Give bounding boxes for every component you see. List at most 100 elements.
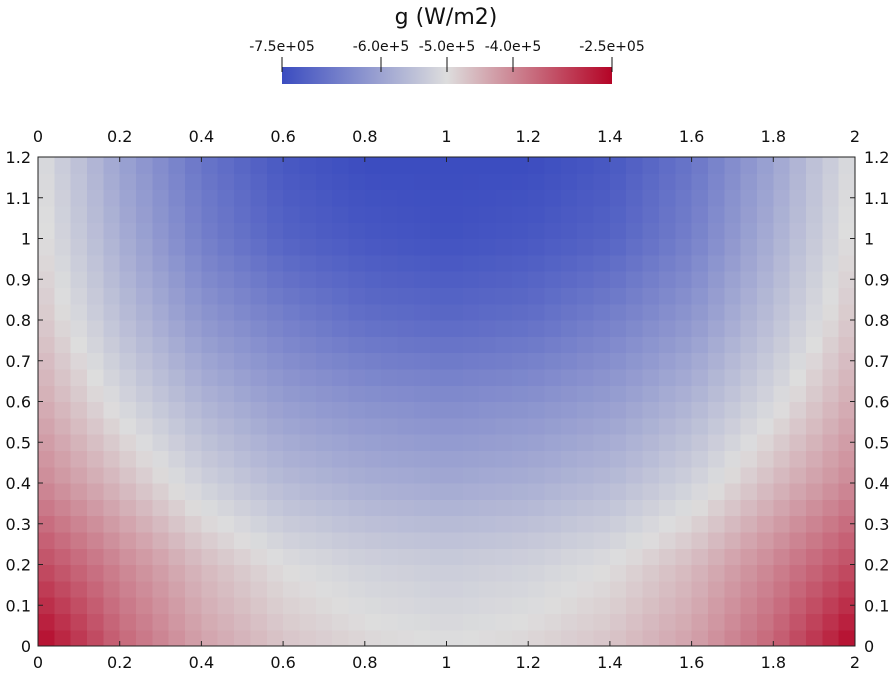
heatmap-cell — [54, 189, 72, 207]
heatmap-cell — [250, 401, 268, 419]
heatmap-cell — [756, 189, 774, 207]
heatmap-cell — [234, 205, 252, 223]
heatmap-cell — [446, 157, 464, 174]
heatmap-cell — [593, 189, 611, 207]
heatmap-cell — [315, 417, 333, 435]
heatmap-cell — [234, 417, 252, 435]
heatmap-cell — [805, 434, 823, 451]
heatmap-cell — [626, 303, 644, 321]
heatmap-cell — [560, 499, 578, 517]
heatmap-cell — [773, 434, 791, 451]
heatmap-cell — [560, 287, 578, 305]
heatmap-cell — [185, 417, 202, 435]
y-tick-label-right: 0.9 — [864, 270, 889, 289]
heatmap-cell — [381, 238, 399, 256]
heatmap-cell — [430, 157, 448, 174]
heatmap-cell — [332, 173, 350, 191]
heatmap-cell — [266, 287, 284, 305]
heatmap-cell — [560, 531, 578, 549]
heatmap-cell — [528, 548, 546, 566]
heatmap-cell — [364, 287, 382, 305]
heatmap-cell — [299, 189, 317, 207]
heatmap-cell — [593, 385, 611, 403]
heatmap-cell — [103, 483, 121, 500]
heatmap-cell — [283, 499, 301, 517]
heatmap-cell — [707, 450, 725, 468]
heatmap-cell — [348, 417, 366, 435]
heatmap-cell — [707, 499, 725, 517]
heatmap-cell — [87, 466, 104, 484]
heatmap-cell — [822, 336, 840, 354]
heatmap-cell — [789, 157, 807, 174]
heatmap-cell — [364, 189, 382, 207]
heatmap-cell — [430, 417, 448, 435]
heatmap-cell — [642, 173, 660, 191]
heatmap-cell — [789, 205, 807, 223]
heatmap-cell — [609, 580, 627, 598]
heatmap-cell — [54, 287, 72, 305]
heatmap-cell — [560, 238, 578, 256]
heatmap-cell — [38, 466, 55, 484]
heatmap-cell — [822, 629, 840, 647]
heatmap-cell — [528, 352, 546, 370]
heatmap-cell — [511, 189, 529, 207]
heatmap-cell — [364, 271, 382, 288]
heatmap-cell — [724, 222, 742, 240]
heatmap-cell — [560, 205, 578, 223]
heatmap-cell — [413, 548, 431, 566]
heatmap-cell — [332, 597, 350, 614]
heatmap-cell — [152, 629, 170, 647]
heatmap-cell — [789, 173, 807, 191]
heatmap-cell — [544, 580, 562, 598]
heatmap-cell — [544, 271, 562, 288]
heatmap-cell — [168, 613, 186, 631]
heatmap-cell — [119, 548, 137, 566]
heatmap-cell — [234, 629, 252, 647]
heatmap-cell — [822, 205, 840, 223]
heatmap-cell — [822, 385, 840, 403]
heatmap-cell — [626, 336, 644, 354]
heatmap-cell — [315, 189, 333, 207]
heatmap-cell — [691, 548, 709, 566]
heatmap-cell — [70, 564, 88, 582]
heatmap-cell — [348, 597, 366, 614]
heatmap-cell — [658, 450, 676, 468]
heatmap-cell — [397, 271, 415, 288]
heatmap-cell — [168, 629, 186, 647]
heatmap-cell — [560, 401, 578, 419]
heatmap-cell — [54, 368, 72, 386]
heatmap-cell — [250, 287, 268, 305]
heatmap-cell — [789, 499, 807, 517]
heatmap-cell — [805, 254, 823, 272]
x-tick-label-bottom: 0.6 — [270, 653, 295, 672]
heatmap-cell — [642, 320, 660, 337]
heatmap-cell — [691, 271, 709, 288]
heatmap-cell — [332, 466, 350, 484]
heatmap-cell — [511, 205, 529, 223]
heatmap-cell — [332, 238, 350, 256]
heatmap-cell — [283, 173, 301, 191]
heatmap-cell — [168, 597, 186, 614]
heatmap-cell — [136, 368, 153, 386]
heatmap-cell — [675, 499, 693, 517]
heatmap-cell — [789, 613, 807, 631]
heatmap-cell — [185, 238, 202, 256]
heatmap-cell — [430, 336, 448, 354]
heatmap-cell — [756, 515, 774, 533]
heatmap-cell — [201, 531, 219, 549]
heatmap-cell — [740, 271, 758, 288]
heatmap-cell — [413, 531, 431, 549]
y-tick-label-right: 0.7 — [864, 352, 889, 371]
heatmap-cell — [381, 157, 399, 174]
heatmap-cell — [332, 352, 350, 370]
heatmap-cell — [479, 320, 497, 337]
heatmap-cell — [724, 320, 742, 337]
heatmap-cell — [560, 368, 578, 386]
heatmap-cell — [789, 434, 807, 451]
heatmap-cell — [136, 205, 153, 223]
heatmap-cell — [299, 531, 317, 549]
x-tick-label-bottom: 0 — [33, 653, 43, 672]
heatmap-cell — [299, 271, 317, 288]
heatmap-cell — [577, 205, 595, 223]
heatmap-cell — [462, 466, 480, 484]
